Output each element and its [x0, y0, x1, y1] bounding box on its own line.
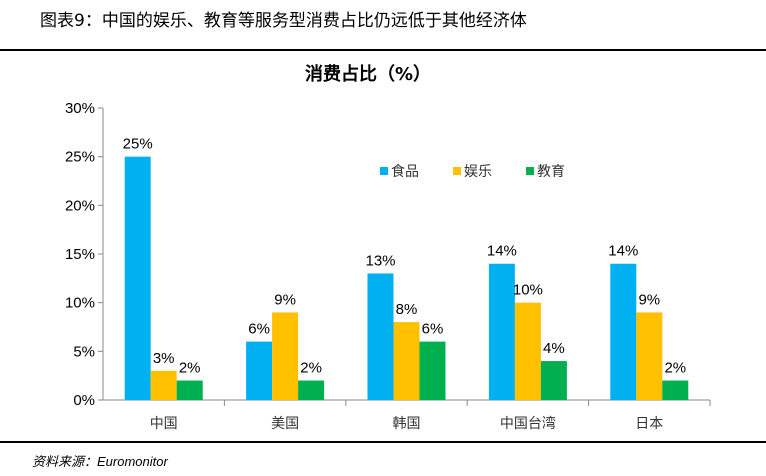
figure-title: 图表9：中国的娱乐、教育等服务型消费占比仍远低于其他经济体 [40, 11, 527, 31]
data-label: 13% [365, 252, 395, 269]
y-tick-label: 30% [65, 100, 95, 117]
bar-食品 [124, 156, 151, 400]
x-tick-label: 日本 [635, 416, 663, 432]
data-label: 2% [300, 360, 322, 377]
legend-swatch [380, 167, 388, 175]
legend-label: 娱乐 [464, 164, 492, 180]
bar-娱乐 [514, 302, 541, 400]
bar-教育 [176, 380, 203, 400]
legend-swatch [453, 167, 461, 175]
y-tick-label: 10% [65, 295, 95, 312]
bar-食品 [367, 273, 394, 400]
data-label: 2% [179, 360, 201, 377]
data-label: 25% [123, 136, 153, 153]
x-tick-label: 韩国 [393, 416, 421, 432]
bar-教育 [662, 380, 689, 400]
data-label: 14% [608, 243, 638, 260]
data-label: 3% [153, 350, 175, 367]
bar-食品 [610, 263, 637, 400]
y-tick-label: 5% [73, 343, 95, 360]
x-tick-label: 中国台湾 [500, 415, 556, 432]
data-label: 4% [543, 340, 565, 357]
x-tick-label: 美国 [271, 416, 299, 432]
bar-教育 [540, 361, 567, 400]
bar-娱乐 [636, 312, 663, 400]
legend-label: 食品 [391, 163, 419, 180]
bar-食品 [246, 341, 273, 400]
bar-娱乐 [393, 322, 420, 400]
source-divider [0, 441, 766, 443]
bar-食品 [488, 263, 515, 400]
data-label: 14% [487, 243, 517, 260]
bar-娱乐 [150, 370, 177, 400]
x-tick-label: 中国 [150, 416, 178, 432]
bar-教育 [298, 380, 325, 400]
y-tick-label: 25% [65, 149, 95, 166]
y-tick-label: 15% [65, 246, 95, 263]
title-divider [0, 49, 766, 51]
data-label: 9% [638, 291, 660, 308]
data-label: 2% [664, 360, 686, 377]
data-label: 6% [422, 321, 444, 338]
bar-娱乐 [272, 312, 299, 400]
bar-教育 [419, 341, 446, 400]
y-tick-label: 20% [65, 197, 95, 214]
data-label: 6% [248, 321, 270, 338]
source-note: 资料来源：Euromonitor [32, 454, 168, 469]
legend-swatch [526, 167, 534, 175]
data-label: 10% [513, 282, 543, 299]
data-label: 9% [274, 291, 296, 308]
data-label: 8% [396, 301, 418, 318]
chart-title: 消费占比（%） [305, 63, 431, 85]
y-tick-label: 0% [73, 392, 95, 409]
legend-label: 教育 [537, 164, 565, 180]
